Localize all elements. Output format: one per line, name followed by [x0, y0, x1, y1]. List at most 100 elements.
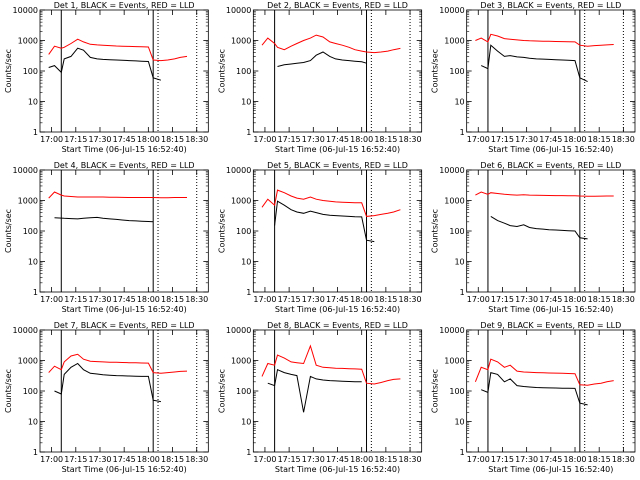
x-tick-label: 18:00: [137, 295, 160, 304]
y-tick-label: 10: [454, 258, 464, 267]
x-tick-label: 18:30: [185, 135, 208, 144]
y-axis-label: Counts/sec: [4, 49, 13, 93]
lld-series-line: [474, 358, 614, 386]
y-tick-label: 10000: [226, 6, 251, 15]
x-axis-label: Start Time (06-Jul-15 16:52:40): [275, 145, 400, 154]
lld-series-line: [475, 191, 614, 197]
plot-frame: [39, 9, 209, 133]
x-tick-label: 18:15: [161, 135, 184, 144]
x-tick-label: 17:45: [326, 295, 349, 304]
y-tick-label: 1: [246, 128, 251, 137]
y-tick-label: 10: [454, 98, 464, 107]
y-tick-label: 1: [246, 288, 251, 297]
y-tick-label: 10000: [13, 6, 38, 15]
y-tick-label: 100: [23, 387, 38, 396]
plot-frame: [39, 169, 209, 293]
y-tick-label: 10000: [226, 326, 251, 335]
x-tick-label: 17:00: [253, 295, 276, 304]
y-tick-label: 100: [449, 227, 464, 236]
x-tick-label: 17:30: [515, 295, 538, 304]
x-tick-label: 18:15: [588, 135, 611, 144]
y-tick-label: 10: [241, 418, 251, 427]
y-axis-label: Counts/sec: [217, 209, 226, 253]
events-series-line: [481, 371, 588, 406]
y-tick-label: 1: [460, 288, 465, 297]
x-tick-label: 18:30: [185, 455, 208, 464]
y-tick-label: 10: [454, 418, 464, 427]
y-tick-label: 1000: [444, 37, 464, 46]
x-tick-label: 17:00: [40, 135, 63, 144]
x-tick-label: 17:45: [539, 135, 562, 144]
y-tick-label: 1: [33, 288, 38, 297]
y-tick-label: 10000: [439, 6, 464, 15]
x-tick-label: 18:00: [137, 135, 160, 144]
x-tick-label: 18:15: [588, 455, 611, 464]
y-tick-label: 10000: [13, 326, 38, 335]
y-tick-label: 10000: [439, 166, 464, 175]
lld-series-line: [261, 189, 401, 217]
x-tick-label: 18:00: [350, 135, 373, 144]
x-tick-label: 17:15: [64, 295, 87, 304]
x-tick-label: 17:15: [64, 135, 87, 144]
y-tick-label: 100: [236, 227, 251, 236]
lld-series-line: [48, 38, 188, 62]
x-tick-label: 18:00: [563, 295, 586, 304]
x-tick-label: 17:45: [326, 455, 349, 464]
x-tick-label: 17:30: [515, 135, 538, 144]
x-tick-label: 18:30: [612, 295, 635, 304]
x-tick-label: 17:45: [113, 135, 136, 144]
x-tick-label: 18:30: [612, 455, 635, 464]
panel-title: Det 3, BLACK = Events, RED = LLD: [480, 1, 621, 10]
x-tick-label: 17:30: [88, 455, 111, 464]
y-tick-label: 100: [236, 67, 251, 76]
plot-frame: [252, 329, 423, 453]
x-axis-label: Start Time (06-Jul-15 16:52:40): [488, 465, 613, 474]
y-tick-label: 10: [241, 258, 251, 267]
x-tick-label: 17:15: [278, 135, 301, 144]
x-tick-label: 18:30: [399, 135, 422, 144]
y-tick-label: 1000: [231, 357, 251, 366]
events-series-line: [480, 44, 588, 83]
x-tick-label: 18:00: [563, 455, 586, 464]
events-series-line: [267, 368, 362, 413]
y-axis-label: Counts/sec: [431, 209, 440, 253]
events-series-line: [54, 216, 154, 223]
x-tick-label: 17:30: [515, 455, 538, 464]
y-axis-label: Counts/sec: [217, 369, 226, 413]
x-tick-label: 17:30: [88, 295, 111, 304]
panel-title: Det 4, BLACK = Events, RED = LLD: [54, 161, 195, 170]
y-tick-label: 100: [449, 387, 464, 396]
y-tick-label: 100: [236, 387, 251, 396]
events-series-line: [274, 200, 375, 243]
plot-frame: [39, 329, 209, 453]
x-tick-label: 17:45: [326, 135, 349, 144]
panel-title: Det 7, BLACK = Events, RED = LLD: [54, 321, 195, 330]
y-tick-label: 10: [28, 258, 38, 267]
panel-title: Det 8, BLACK = Events, RED = LLD: [267, 321, 408, 330]
plot-frame: [466, 329, 636, 453]
y-tick-label: 1000: [231, 197, 251, 206]
plot-frame: [252, 169, 423, 293]
x-tick-label: 17:00: [40, 455, 63, 464]
panel-title: Det 5, BLACK = Events, RED = LLD: [267, 161, 408, 170]
x-tick-label: 18:15: [374, 295, 397, 304]
y-tick-label: 1: [460, 448, 465, 457]
y-tick-label: 10000: [439, 326, 464, 335]
y-tick-label: 1000: [18, 357, 38, 366]
x-tick-label: 18:15: [374, 135, 397, 144]
y-tick-label: 10: [28, 418, 38, 427]
y-tick-label: 1: [246, 448, 251, 457]
x-tick-label: 17:30: [302, 135, 325, 144]
lld-series-line: [48, 191, 187, 199]
x-tick-label: 17:15: [491, 135, 514, 144]
lld-series-line: [261, 344, 401, 385]
y-tick-label: 10000: [226, 166, 251, 175]
x-tick-label: 17:45: [539, 295, 562, 304]
x-tick-label: 18:30: [185, 295, 208, 304]
lld-series-line: [475, 33, 614, 47]
x-tick-label: 18:00: [350, 295, 373, 304]
panel-title: Det 9, BLACK = Events, RED = LLD: [480, 321, 621, 330]
panel-title: Det 6, BLACK = Events, RED = LLD: [480, 161, 621, 170]
y-tick-label: 1: [33, 448, 38, 457]
